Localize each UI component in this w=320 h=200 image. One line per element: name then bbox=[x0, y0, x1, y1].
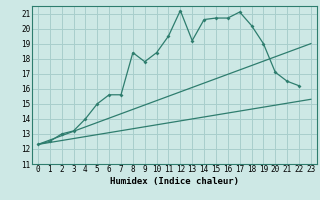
X-axis label: Humidex (Indice chaleur): Humidex (Indice chaleur) bbox=[110, 177, 239, 186]
